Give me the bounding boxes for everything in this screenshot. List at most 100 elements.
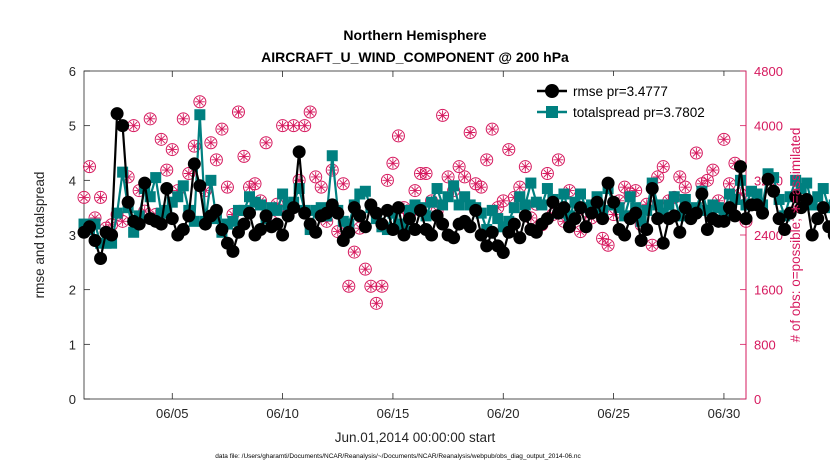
totalspread-point bbox=[442, 191, 454, 203]
totalspread-point bbox=[575, 188, 586, 200]
totalspread-point bbox=[326, 150, 338, 162]
data-file-footnote: data file: /Users/gharamti/Documents/NCA… bbox=[215, 453, 581, 460]
y2-tick-label: 4000 bbox=[754, 119, 783, 134]
x-axis-label: Jun.01,2014 00:00:00 start bbox=[335, 430, 496, 445]
y-tick-label: 5 bbox=[69, 119, 76, 134]
totalspread-point bbox=[100, 237, 112, 249]
obs-assimilated-point bbox=[189, 141, 200, 152]
rmse-point bbox=[160, 182, 174, 196]
y2-tick-label: 800 bbox=[754, 337, 776, 352]
obs-assimilated-point bbox=[316, 182, 327, 193]
obs-assimilated-point bbox=[658, 161, 669, 172]
rmse-point bbox=[358, 220, 372, 234]
obs-possible-point bbox=[463, 126, 477, 139]
obs-assimilated-point bbox=[619, 182, 630, 193]
rmse-point bbox=[270, 217, 284, 231]
obs-possible-point bbox=[502, 143, 516, 157]
obs-assimilated-point bbox=[575, 226, 586, 237]
totalspread-point bbox=[558, 188, 570, 200]
totalspread-point bbox=[492, 213, 504, 225]
totalspread-point bbox=[459, 191, 471, 203]
obs-assimilated-point bbox=[437, 110, 448, 121]
rmse-point bbox=[380, 203, 394, 217]
obs-assimilated-point bbox=[724, 178, 735, 189]
obs-assimilated-point bbox=[514, 182, 525, 193]
totalspread-point bbox=[729, 193, 741, 205]
totalspread-point bbox=[701, 204, 713, 216]
rmse-point bbox=[739, 212, 753, 226]
obs-assimilated-point bbox=[509, 192, 520, 203]
totalspread-point bbox=[536, 199, 548, 211]
obs-possible-point bbox=[309, 170, 323, 184]
legend-spread-marker bbox=[546, 106, 558, 118]
obs-possible-point bbox=[303, 105, 317, 119]
obs-possible-point bbox=[673, 170, 687, 184]
totalspread-point bbox=[255, 199, 267, 211]
obs-possible-point bbox=[165, 143, 179, 157]
obs-assimilated-point bbox=[84, 161, 95, 172]
rmse-point bbox=[496, 245, 510, 259]
rmse-point bbox=[193, 179, 207, 193]
rmse-point bbox=[447, 231, 461, 245]
obs-possible-point bbox=[187, 139, 201, 153]
legend: rmse pr=3.4777 totalspread pr=3.7802 bbox=[532, 76, 738, 122]
totalspread-point bbox=[277, 188, 289, 200]
obs-assimilated-point bbox=[680, 182, 691, 193]
obs-assimilated-point bbox=[421, 168, 431, 179]
totalspread-point bbox=[795, 183, 807, 195]
rmse-point bbox=[463, 220, 477, 234]
obs-possible-point bbox=[386, 156, 400, 170]
obs-assimilated-point bbox=[376, 281, 387, 292]
rmse-point bbox=[298, 206, 312, 220]
obs-assimilated-point bbox=[498, 195, 509, 206]
totalspread-point bbox=[266, 202, 278, 214]
y-tick-label: 6 bbox=[69, 64, 76, 79]
rmse-point bbox=[772, 212, 786, 226]
obs-possible-point bbox=[358, 262, 372, 276]
totalspread-point bbox=[398, 221, 410, 233]
obs-assimilated-point bbox=[476, 182, 487, 193]
totalspread-point bbox=[597, 204, 609, 216]
rmse-point bbox=[816, 201, 830, 215]
rmse-point bbox=[728, 209, 742, 223]
obs-possible-point bbox=[176, 112, 190, 126]
y2-tick-label: 2400 bbox=[754, 228, 783, 243]
rmse-point bbox=[485, 225, 499, 239]
obs-possible-point bbox=[77, 190, 91, 204]
obs-possible-point bbox=[342, 279, 356, 293]
obs-assimilated-point bbox=[520, 161, 531, 172]
y-tick-label: 0 bbox=[69, 392, 76, 407]
obs-possible-point bbox=[540, 167, 554, 180]
obs-assimilated-point bbox=[233, 107, 244, 117]
obs-assimilated-point bbox=[261, 137, 272, 148]
rmse-point bbox=[414, 203, 428, 217]
totalspread-point bbox=[519, 199, 531, 211]
rmse-point bbox=[756, 206, 770, 220]
rmse-point bbox=[783, 206, 797, 220]
obs-possible-point bbox=[314, 180, 328, 194]
rmse-point bbox=[397, 228, 411, 242]
rmse-point bbox=[165, 212, 179, 226]
rmse-point bbox=[243, 206, 256, 220]
obs-assimilated-point bbox=[603, 240, 614, 251]
totalspread-point bbox=[624, 191, 636, 203]
obs-possible-point bbox=[452, 160, 466, 174]
obs-assimilated-point bbox=[443, 171, 454, 182]
x-axis: 06/05 06/10 06/15 06/20 06/25 06/30 bbox=[156, 71, 740, 421]
legend-spread-label: totalspread pr=3.7802 bbox=[573, 105, 705, 120]
obs-assimilated-point bbox=[205, 137, 216, 148]
rmse-point bbox=[369, 206, 383, 220]
x-tick-label: 06/15 bbox=[377, 406, 410, 421]
obs-assimilated-point bbox=[216, 124, 227, 135]
y2-tick-label: 1600 bbox=[754, 283, 783, 298]
rmse-point bbox=[568, 212, 582, 226]
rmse-point bbox=[408, 223, 422, 237]
rmse-point bbox=[800, 192, 814, 206]
rmse-point bbox=[789, 190, 803, 204]
obs-possible-point bbox=[83, 160, 97, 174]
obs-possible-point bbox=[656, 160, 670, 174]
obs-possible-point bbox=[237, 149, 251, 163]
obs-assimilated-point bbox=[387, 158, 398, 169]
obs-possible-point bbox=[441, 170, 455, 184]
rmse-point bbox=[607, 195, 621, 209]
